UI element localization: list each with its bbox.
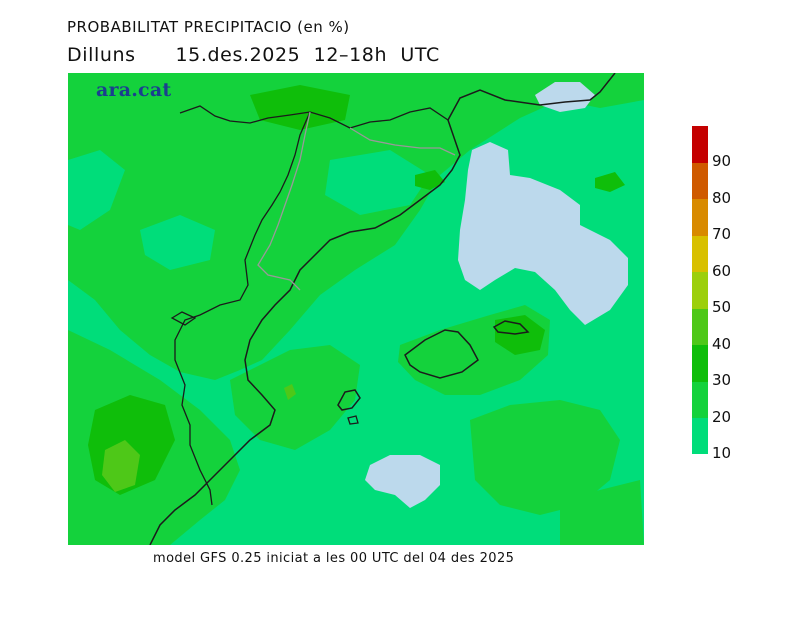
probability-map xyxy=(68,73,644,545)
scale-tick-label: 50 xyxy=(712,298,732,317)
scale-tick-label: 20 xyxy=(712,407,732,426)
island-formentera xyxy=(347,415,359,425)
field-40-50-west xyxy=(102,440,140,492)
scale-tick-label: 60 xyxy=(712,261,732,280)
field-30-40-east xyxy=(595,172,625,192)
scale-tick-label: 10 xyxy=(712,444,732,462)
field-10-20-patch-4 xyxy=(285,440,360,505)
scale-bin-60 xyxy=(692,235,708,273)
forecast-time: Dilluns 15.des.2025 12–18h UTC xyxy=(67,44,440,66)
model-run-note: model GFS 0.25 iniciat a les 00 UTC del … xyxy=(153,551,515,566)
scale-bin-40 xyxy=(692,308,708,346)
scale-tick-label: 40 xyxy=(712,334,732,353)
scale-bin-90 xyxy=(692,126,708,163)
scale-bin-50 xyxy=(692,271,708,309)
lake-outline xyxy=(170,311,197,326)
chart-title: PROBABILITAT PRECIPITACIO (en %) xyxy=(67,18,350,36)
region-border xyxy=(257,111,311,291)
field-30-40-north xyxy=(250,85,350,130)
scale-tick-label: 70 xyxy=(712,225,732,244)
scale-tick-label: 30 xyxy=(712,371,732,390)
scale-tick-label: 90 xyxy=(712,152,732,171)
scale-bin-20 xyxy=(692,381,708,419)
brand-logo: ara.cat xyxy=(96,79,172,101)
field-30-40-balearic xyxy=(495,315,545,355)
field-20-30-south xyxy=(560,480,644,545)
scale-bin-80 xyxy=(692,162,708,200)
island-menorca xyxy=(492,320,530,335)
island-ibiza xyxy=(337,389,361,411)
probability-scale-ticks: 10 20 30 40 50 60 70 80 90 xyxy=(712,126,772,466)
field-40-50-spot xyxy=(284,384,296,400)
field-10-20-patch-1 xyxy=(68,150,125,230)
island-mallorca xyxy=(404,329,479,379)
probability-scale-bar xyxy=(692,126,708,455)
field-below-10-east xyxy=(458,142,628,325)
field-below-10-south xyxy=(365,455,440,508)
scale-bin-70 xyxy=(692,198,708,236)
field-30-40-northeast xyxy=(415,170,445,190)
scale-bin-10 xyxy=(692,417,708,455)
field-20-30-center xyxy=(230,345,360,450)
field-10-20-patch-2 xyxy=(140,215,215,270)
field-20-30-north xyxy=(68,73,644,380)
scale-tick-label: 80 xyxy=(712,188,732,207)
coastline xyxy=(149,73,616,545)
scale-bin-30 xyxy=(692,344,708,382)
field-10-20-patch-3 xyxy=(325,150,430,215)
inland-border xyxy=(174,111,311,506)
region-border-north xyxy=(349,127,456,156)
field-20-30-southeast xyxy=(470,400,620,515)
